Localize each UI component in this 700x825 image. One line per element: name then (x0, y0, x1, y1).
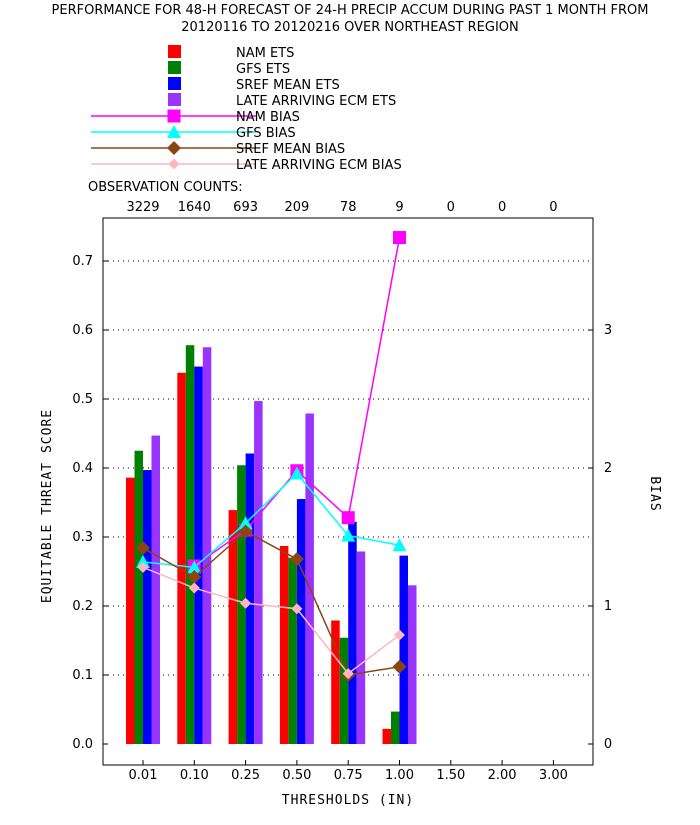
bar (339, 637, 349, 744)
x-tick-label: 0.01 (129, 768, 158, 783)
bar (126, 477, 135, 744)
bias-point (238, 524, 253, 539)
legend-label: NAM ETS (236, 46, 294, 61)
x-tick-label: 1.50 (436, 768, 465, 783)
bar (288, 557, 297, 744)
bar (254, 401, 263, 744)
y-tick-label: 0.1 (72, 668, 93, 683)
y-tick-label: 0.7 (72, 254, 93, 269)
bias-point (238, 516, 253, 530)
legend-swatch (168, 93, 181, 106)
bar (382, 728, 391, 744)
chart-title-line-2: 20120116 TO 20120216 OVER NORTHEAST REGI… (181, 20, 519, 35)
legend-label: SREF MEAN ETS (236, 78, 340, 93)
x-tick-label: 2.00 (488, 768, 517, 783)
bar (185, 345, 195, 744)
obs-count-label: 3229 (126, 200, 159, 215)
y-axis-title: EQUITABLE THREAT SCORE (40, 409, 55, 603)
bar (177, 372, 186, 744)
legend-swatch (168, 61, 181, 74)
legend-marker (168, 158, 180, 170)
bias-point (394, 629, 405, 641)
bias-point (342, 668, 354, 680)
y-tick-label: 0.2 (72, 599, 93, 614)
bias-point (240, 597, 252, 609)
bias-point (291, 603, 303, 615)
obs-count-label: 0 (498, 200, 506, 215)
bar (151, 435, 160, 744)
y-tick-label: 0.0 (72, 737, 93, 752)
y2-tick-label: 0 (604, 737, 612, 752)
bias-line (142, 472, 400, 569)
x-tick-label: 0.50 (282, 768, 311, 783)
bar (305, 413, 314, 744)
bias-point (187, 570, 202, 585)
x-tick-label: 1.00 (385, 768, 414, 783)
bar (237, 465, 246, 744)
bias-point (289, 552, 304, 567)
bar (331, 620, 340, 744)
bar (356, 551, 366, 744)
bias-point (392, 659, 407, 674)
y-tick-label: 0.3 (72, 530, 93, 545)
bias-point (341, 511, 355, 525)
x-tick-label: 3.00 (539, 768, 568, 783)
obs-count-label: 9 (395, 200, 403, 215)
obs-count-label: 693 (233, 200, 258, 215)
bias-point (136, 554, 150, 568)
legend-label: GFS BIAS (236, 126, 296, 141)
bias-point (392, 538, 407, 552)
obs-count-label: 0 (447, 200, 455, 215)
x-axis-title: THRESHOLDS (IN) (282, 793, 414, 808)
bias-point (393, 231, 406, 245)
x-tick-label: 0.25 (231, 768, 260, 783)
bar (245, 453, 255, 744)
legend-label: LATE ARRIVING ECM BIAS (236, 158, 402, 173)
obs-counts-heading: OBSERVATION COUNTS: (88, 180, 243, 195)
y-tick-label: 0.6 (72, 323, 93, 338)
y2-tick-label: 3 (604, 323, 612, 338)
bar (228, 510, 238, 744)
legend-marker (167, 109, 181, 123)
bar (348, 521, 357, 744)
legend-marker (167, 125, 181, 138)
bias-point (137, 561, 149, 573)
bias-line (142, 566, 400, 675)
legend-label: GFS ETS (236, 62, 290, 77)
bar (202, 347, 212, 744)
bias-point (188, 582, 200, 594)
legend-label: LATE ARRIVING ECM ETS (236, 94, 396, 109)
bias-point (136, 541, 150, 556)
legend-label: SREF MEAN BIAS (236, 142, 345, 157)
bar (143, 470, 152, 744)
legend-swatch (168, 77, 181, 90)
obs-count-label: 78 (340, 200, 357, 215)
chart-title-line-1: PERFORMANCE FOR 48-H FORECAST OF 24-H PR… (51, 3, 649, 18)
y-tick-label: 0.4 (72, 461, 93, 476)
y2-tick-label: 1 (604, 599, 612, 614)
bias-line (142, 530, 400, 676)
obs-count-label: 1640 (178, 200, 211, 215)
y2-axis-title: BIAS (647, 476, 662, 511)
x-tick-label: 0.10 (180, 768, 209, 783)
legend-label: NAM BIAS (236, 110, 300, 125)
obs-count-label: 209 (284, 200, 309, 215)
x-tick-label: 0.75 (334, 768, 363, 783)
y-tick-label: 0.5 (72, 392, 93, 407)
bar (399, 555, 408, 744)
bias-point (289, 466, 304, 480)
bar (134, 450, 143, 744)
bias-point (341, 528, 356, 542)
bar (194, 366, 203, 744)
legend-swatch (168, 45, 181, 58)
bias-point (187, 560, 202, 574)
bar (279, 545, 289, 744)
bar (408, 585, 417, 744)
bar (296, 499, 306, 744)
legend-marker (167, 141, 181, 155)
bar (391, 711, 400, 744)
y2-tick-label: 2 (604, 461, 612, 476)
obs-count-label: 0 (549, 200, 557, 215)
